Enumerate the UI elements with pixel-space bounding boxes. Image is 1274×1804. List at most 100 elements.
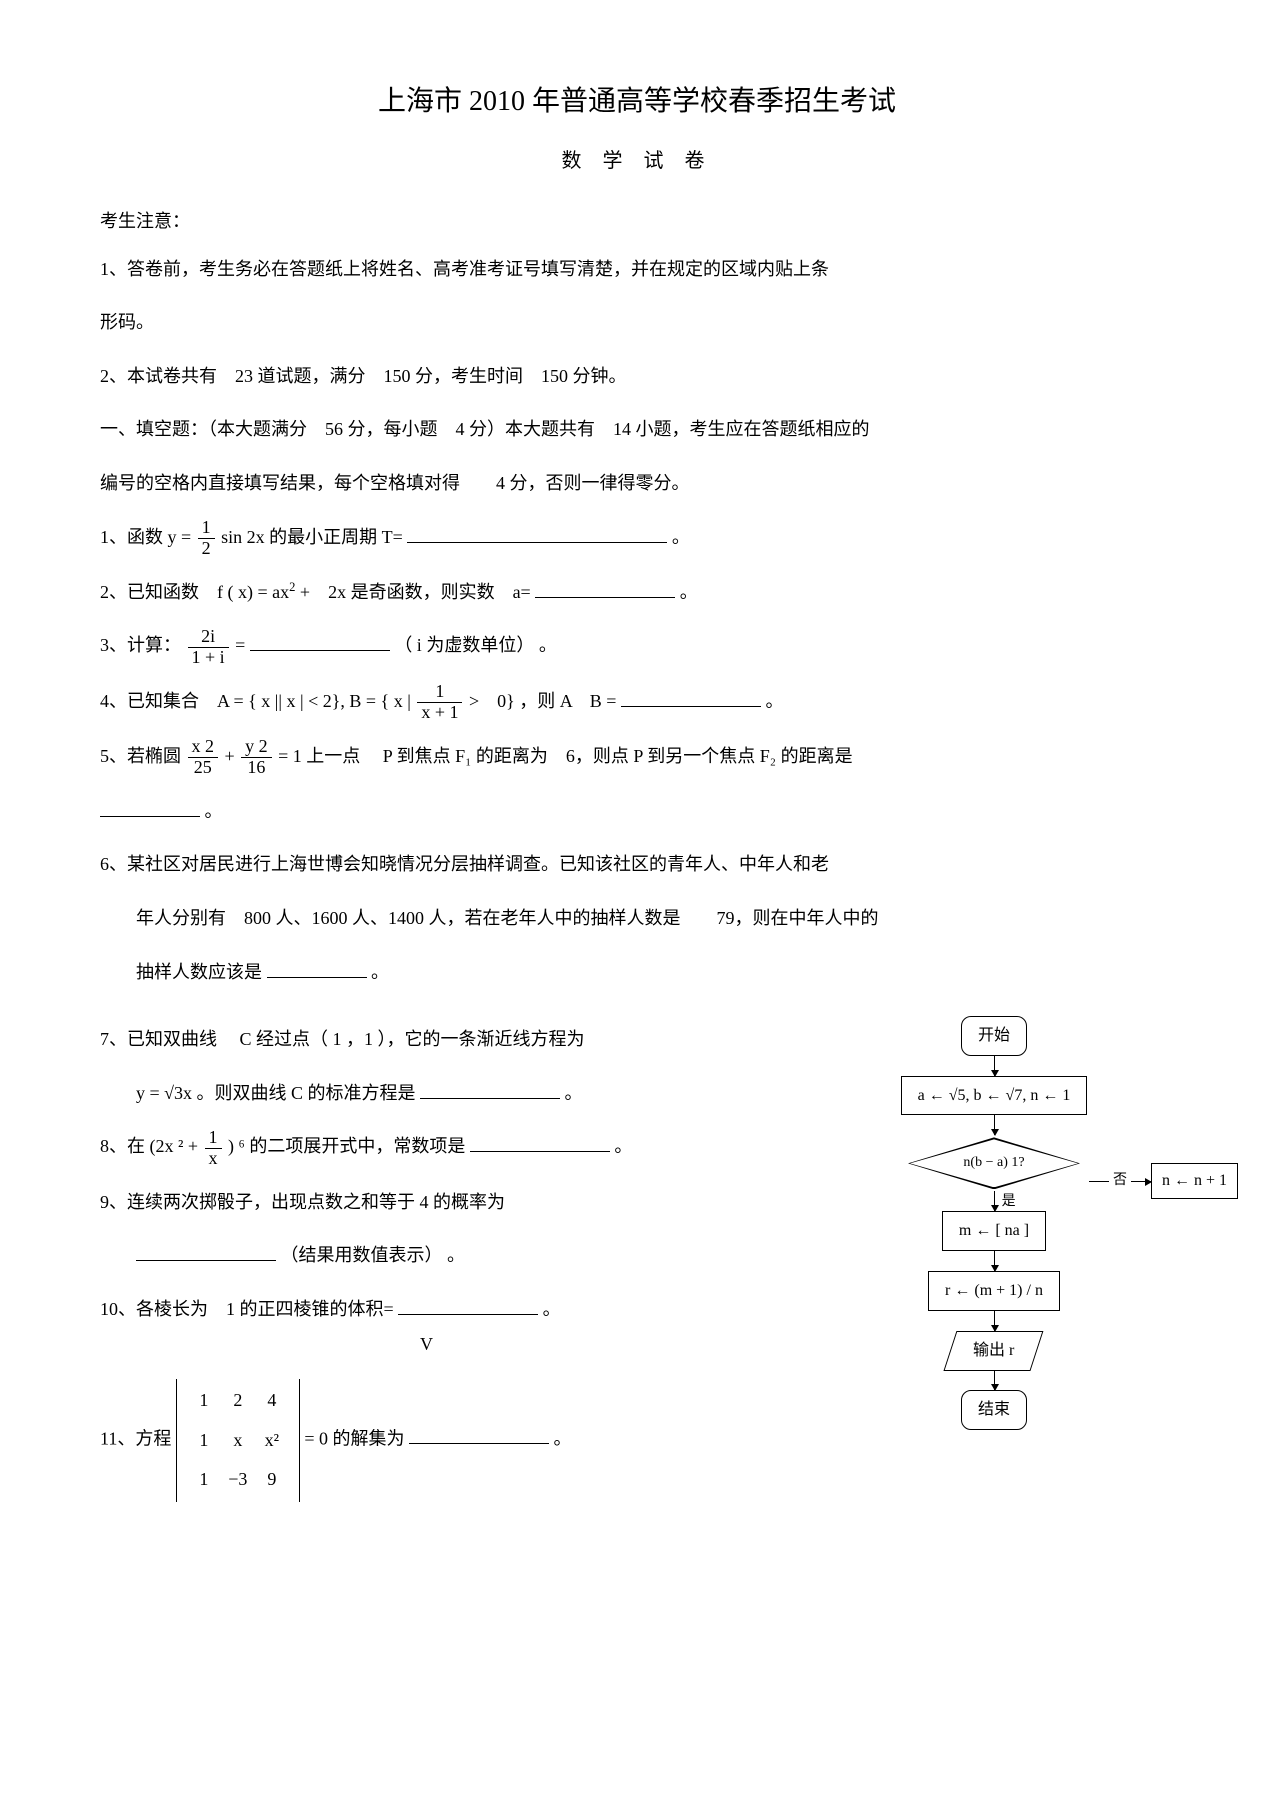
det-bar-right [299, 1379, 300, 1502]
question-2: 2、已知函数 f ( x) = ax2 + 2x 是奇函数，则实数 a= 。 [100, 573, 1174, 613]
question-8: 8、在 (2x ² + 1 x ) ⁶ 的二项展开式中，常数项是 。 [100, 1127, 794, 1168]
det-r3c3: 9 [255, 1460, 289, 1500]
q4-fraction: 1 x + 1 [417, 682, 462, 723]
q2-blank [535, 579, 675, 598]
arrow-icon [994, 1311, 995, 1331]
q8-end: 。 [614, 1136, 632, 1156]
question-6-c: 抽样人数应该是 。 [100, 953, 1174, 993]
question-6-b: 年人分别有 800 人、1600 人、1400 人，若在老年人中的抽样人数是 7… [100, 899, 1174, 939]
flow-m: m ← [ na ] [942, 1211, 1046, 1251]
question-7-a: 7、已知双曲线 C 经过点（ 1 ，1 ），它的一条渐近线方程为 [100, 1020, 794, 1060]
q10-end: 。 [543, 1299, 561, 1319]
det-rows: 124 1xx² 1−39 [177, 1379, 299, 1502]
q7-end: 。 [565, 1083, 583, 1103]
notice-2: 2、本试卷共有 23 道试题，满分 150 分，考生时间 150 分钟。 [100, 357, 1174, 397]
notice-1: 1、答卷前，考生务必在答题纸上将姓名、高考准考证号填写清楚，并在规定的区域内贴上… [100, 250, 1174, 290]
flow-end: 结束 [961, 1390, 1027, 1430]
page-title: 上海市 2010 年普通高等学校春季招生考试 [100, 80, 1174, 125]
det-r1c3: 4 [255, 1381, 289, 1421]
q8-num: 1 [205, 1128, 222, 1149]
question-7-b: y = √3x 。则双曲线 C 的标准方程是 。 [100, 1074, 794, 1114]
question-9-a: 9、连续两次掷骰子，出现点数之和等于 4 的概率为 [100, 1183, 794, 1223]
q3-blank [250, 632, 390, 651]
det-r3c1: 1 [187, 1460, 221, 1500]
q5-fraction-1: x 2 25 [188, 737, 219, 778]
flow-init: a ← √5, b ← √7, n ← 1 [901, 1076, 1088, 1116]
q5-mid: + [225, 746, 240, 766]
question-3: 3、计算： 2i 1 + i = （ i 为虚数单位） 。 [100, 626, 1174, 667]
flow-output-text: 输出 r [973, 1338, 1014, 1364]
q9-blank [136, 1242, 276, 1261]
flow-decision: n(b − a) 1? 否 n ← n + 1 是 [899, 1135, 1089, 1191]
q7-blank [420, 1080, 560, 1099]
det-r2c2: x [221, 1421, 255, 1461]
det-r1c1: 1 [187, 1381, 221, 1421]
q5-text-b: = 1 上一点 P 到焦点 F₁ 的距离为 6，则点 P 到另一个焦点 F₂ 的… [278, 746, 852, 766]
question-11: 11、方程 124 1xx² 1−39 = 0 的解集为 。 [100, 1379, 794, 1502]
q1-text-b: sin 2x 的最小正周期 T= [221, 527, 403, 547]
arrow-icon [994, 1370, 995, 1390]
q8-text-b: ) ⁶ 的二项展开式中，常数项是 [228, 1136, 470, 1156]
q8-text-a: 8、在 (2x ² + [100, 1136, 203, 1156]
page-subtitle: 数 学 试 卷 [100, 145, 1174, 177]
q6-blank [267, 959, 367, 978]
q4-num: 1 [417, 682, 462, 703]
question-9-b: （结果用数值表示） 。 [100, 1236, 794, 1276]
q3-text-b: = [235, 635, 245, 655]
q4-blank [621, 688, 761, 707]
flow-no-label: 否 [1113, 1170, 1127, 1192]
det-r1c2: 2 [221, 1381, 255, 1421]
question-5: 5、若椭圆 x 2 25 + y 2 16 = 1 上一点 P 到焦点 F₁ 的… [100, 737, 1174, 778]
q5-f2-den: 16 [241, 758, 272, 778]
q2-text-b: + 2x 是奇函数，则实数 a= [300, 582, 531, 602]
question-1: 1、函数 y = 1 2 sin 2x 的最小正周期 T= 。 [100, 518, 1174, 559]
q5-text-a: 5、若椭圆 [100, 746, 186, 766]
q4-text-a: 4、已知集合 A = { x || x | < 2}, B = { x | [100, 691, 411, 711]
q4-end: 。 [765, 691, 783, 711]
q1-fraction: 1 2 [198, 518, 215, 559]
q5-f2-num: y 2 [241, 737, 272, 758]
q5-end: 。 [205, 801, 223, 821]
q8-blank [470, 1133, 610, 1152]
q11-determinant: 124 1xx² 1−39 [176, 1379, 300, 1502]
arrow-icon [994, 1115, 995, 1135]
q11-text-a: 11、方程 [100, 1428, 176, 1448]
q10-blank [398, 1296, 538, 1315]
question-5-blank-row: 。 [100, 792, 1174, 832]
q1-text-a: 1、函数 y = [100, 527, 191, 547]
q1-frac-den: 2 [198, 539, 215, 559]
q4-text-b: > 0} ，则 A B = [469, 691, 616, 711]
q3-den: 1 + i [188, 648, 229, 668]
section-1b: 编号的空格内直接填写结果，每个空格填对得 4 分，否则一律得零分。 [100, 464, 1174, 504]
flow-inc: n ← n + 1 [1151, 1163, 1238, 1199]
q6-text-c: 抽样人数应该是 [136, 962, 267, 982]
lower-row: 7、已知双曲线 C 经过点（ 1 ，1 ），它的一条渐近线方程为 y = √3x… [100, 1006, 1174, 1516]
q11-text-b: = 0 的解集为 [304, 1428, 409, 1448]
q3-text-c: （ i 为虚数单位） 。 [394, 635, 557, 655]
q6-end: 。 [371, 962, 389, 982]
q1-blank [407, 524, 667, 543]
q11-blank [409, 1425, 549, 1444]
question-6-a: 6、某社区对居民进行上海世博会知晓情况分层抽样调查。已知该社区的青年人、中年人和… [100, 845, 1174, 885]
flow-yes-label: 是 [1002, 1191, 1016, 1213]
q5-fraction-2: y 2 16 [241, 737, 272, 778]
q3-fraction: 2i 1 + i [188, 627, 229, 668]
question-10: 10、各棱长为 1 的正四棱锥的体积= 。 V [100, 1290, 794, 1365]
q5-f1-num: x 2 [188, 737, 219, 758]
q1-end: 。 [672, 527, 690, 547]
arrow-icon [994, 1251, 995, 1271]
q2-sup: 2 [289, 580, 295, 594]
q8-den: x [205, 1149, 222, 1169]
q10-sub: V [100, 1325, 794, 1365]
flow-output: 输出 r [944, 1331, 1044, 1371]
questions-left: 7、已知双曲线 C 经过点（ 1 ，1 ），它的一条渐近线方程为 y = √3x… [100, 1006, 794, 1516]
arrow-icon [994, 1056, 995, 1076]
notice-1b: 形码。 [100, 303, 1174, 343]
flow-no-branch: 否 n ← n + 1 [1089, 1163, 1238, 1199]
q9-text-b: （结果用数值表示） 。 [281, 1245, 466, 1265]
det-r2c3: x² [255, 1421, 289, 1461]
q2-text-a: 2、已知函数 f ( x) = ax [100, 582, 289, 602]
q10-text-a: 10、各棱长为 1 的正四棱锥的体积= [100, 1299, 394, 1319]
arrow-icon [994, 1191, 995, 1211]
flow-cond-text: n(b − a) 1? [910, 1139, 1078, 1187]
